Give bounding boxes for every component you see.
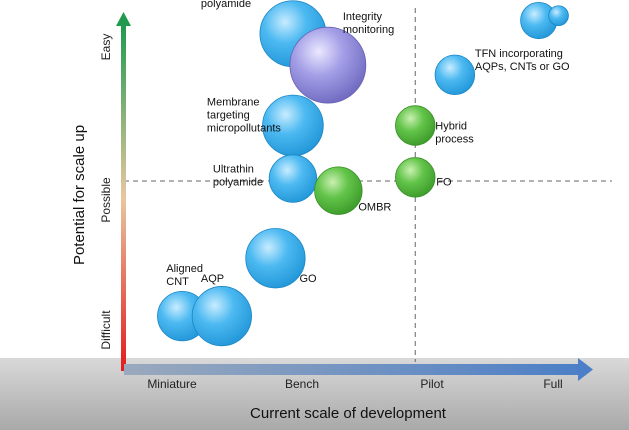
y-axis-arrowhead	[116, 12, 131, 26]
bubble-label: AQP	[201, 273, 224, 285]
bubble	[395, 105, 436, 146]
y-tick-label: Easy	[99, 34, 113, 61]
bubble-label: Hybrid process	[435, 120, 474, 145]
bubble	[395, 157, 436, 198]
bubble-layer	[157, 0, 569, 347]
x-axis-title: Current scale of development	[250, 405, 447, 422]
bubble	[548, 5, 569, 26]
bubble-label: Membrane targeting micropollutants	[207, 96, 281, 134]
bubble-label: TFN	[525, 0, 546, 2]
x-axis-arrowhead	[578, 358, 593, 381]
bubble-label: Nanostructuredpolyamide	[201, 0, 276, 10]
y-axis-title: Potential for scale up	[71, 125, 88, 265]
bubble	[289, 26, 367, 104]
x-tick-label: Miniature	[147, 377, 197, 391]
x-tick-label: Pilot	[420, 377, 444, 391]
x-tick-label: Bench	[285, 377, 319, 391]
y-axis-arrow	[121, 24, 126, 371]
x-axis-arrow	[124, 364, 580, 375]
bubble	[434, 54, 476, 96]
y-tick-label: Difficult	[99, 310, 113, 350]
bubble-label: Aligned CNT	[166, 263, 203, 288]
bubble	[314, 166, 363, 215]
bubble-label: Integrity monitoring	[343, 11, 394, 36]
x-tick-label: Full	[543, 377, 562, 391]
bubble-label: OMBR	[358, 202, 391, 214]
bubble-label: FO	[436, 176, 452, 188]
bubble	[245, 228, 306, 289]
bubble	[268, 154, 318, 203]
label-layer: Nanostructuredpolyamide Integritymonitori…	[166, 0, 570, 288]
bubble	[191, 286, 252, 347]
bubble-label: TFN incorporating AQPs, CNTs or GO	[475, 48, 570, 73]
bubble-label: GO	[299, 273, 317, 285]
y-tick-label: Possible	[99, 177, 113, 223]
bubble-label: Ultrathin polyamide	[213, 164, 263, 189]
